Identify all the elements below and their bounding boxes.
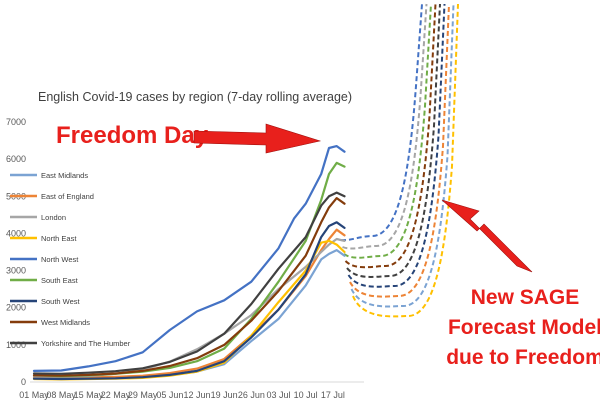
series-line-4 [32, 145, 346, 372]
x-tick-label: 22 May [101, 390, 131, 400]
x-tick-label: 08 May [46, 390, 76, 400]
series-line-0 [32, 249, 346, 379]
y-tick-label: 0 [21, 377, 26, 387]
chart-title: English Covid-19 cases by region (7-day … [38, 90, 352, 104]
legend-label-8: Yorkshire and The Humber [41, 339, 131, 348]
legend-label-4: North West [41, 255, 79, 264]
forecast-line-4 [346, 3, 441, 278]
legend-label-5: South East [41, 276, 79, 285]
series-line-2 [32, 237, 346, 378]
x-tick-label: 29 May [128, 390, 158, 400]
forecast-line-5 [347, 3, 446, 288]
legend-label-1: East of England [41, 192, 94, 201]
legend-label-2: London [41, 213, 66, 222]
y-tick-label: 3000 [6, 266, 26, 276]
forecast-line-6 [349, 3, 450, 298]
y-tick-label: 7000 [6, 117, 26, 127]
y-axis: 01000200030004000500060007000 [6, 117, 26, 387]
x-tick-label: 26 Jun [238, 390, 265, 400]
legend-label-7: West Midlands [41, 318, 90, 327]
x-tick-label: 17 Jul [321, 390, 345, 400]
legend-label-0: East Midlands [41, 171, 88, 180]
sage-label-line3: due to Freedom [446, 346, 600, 369]
forecast-lines [340, 3, 459, 318]
sage-arrow [441, 199, 533, 273]
x-tick-label: 15 May [74, 390, 104, 400]
forecast-line-3 [344, 3, 437, 269]
x-tick-label: 12 Jun [183, 390, 210, 400]
series-line-8 [32, 191, 346, 375]
freedom-day-annotation: Freedom Day [56, 122, 322, 154]
freedom-day-arrow [193, 123, 322, 154]
series-line-6 [32, 221, 346, 381]
series-line-1 [32, 228, 346, 379]
forecast-line-7 [350, 3, 455, 308]
x-tick-label: 19 Jun [211, 390, 238, 400]
forecast-line-1 [342, 3, 428, 250]
forecast-line-8 [352, 3, 459, 318]
sage-label-line2: Forecast Model [448, 316, 600, 339]
series-line-3 [32, 239, 346, 381]
legend-label-3: North East [41, 234, 77, 243]
series-line-7 [32, 197, 346, 377]
x-tick-label: 01 May [19, 390, 49, 400]
legend: East Midlands East of England London North … [10, 171, 131, 348]
freedom-day-label: Freedom Day [56, 122, 209, 149]
series-lines [32, 145, 346, 381]
sage-label-line1: New SAGE [471, 286, 580, 309]
y-tick-label: 6000 [6, 154, 26, 164]
forecast-line-0 [340, 3, 423, 242]
x-tick-label: 10 Jul [294, 390, 318, 400]
y-tick-label: 2000 [6, 303, 26, 313]
y-tick-label: 4000 [6, 228, 26, 238]
x-tick-label: 05 Jun [156, 390, 183, 400]
sage-annotation: New SAGE Forecast Model due to Freedom [441, 199, 600, 369]
forecast-line-2 [343, 3, 432, 259]
x-tick-label: 03 Jul [266, 390, 290, 400]
y-tick-label: 1000 [6, 340, 26, 350]
legend-label-6: South West [41, 297, 81, 306]
